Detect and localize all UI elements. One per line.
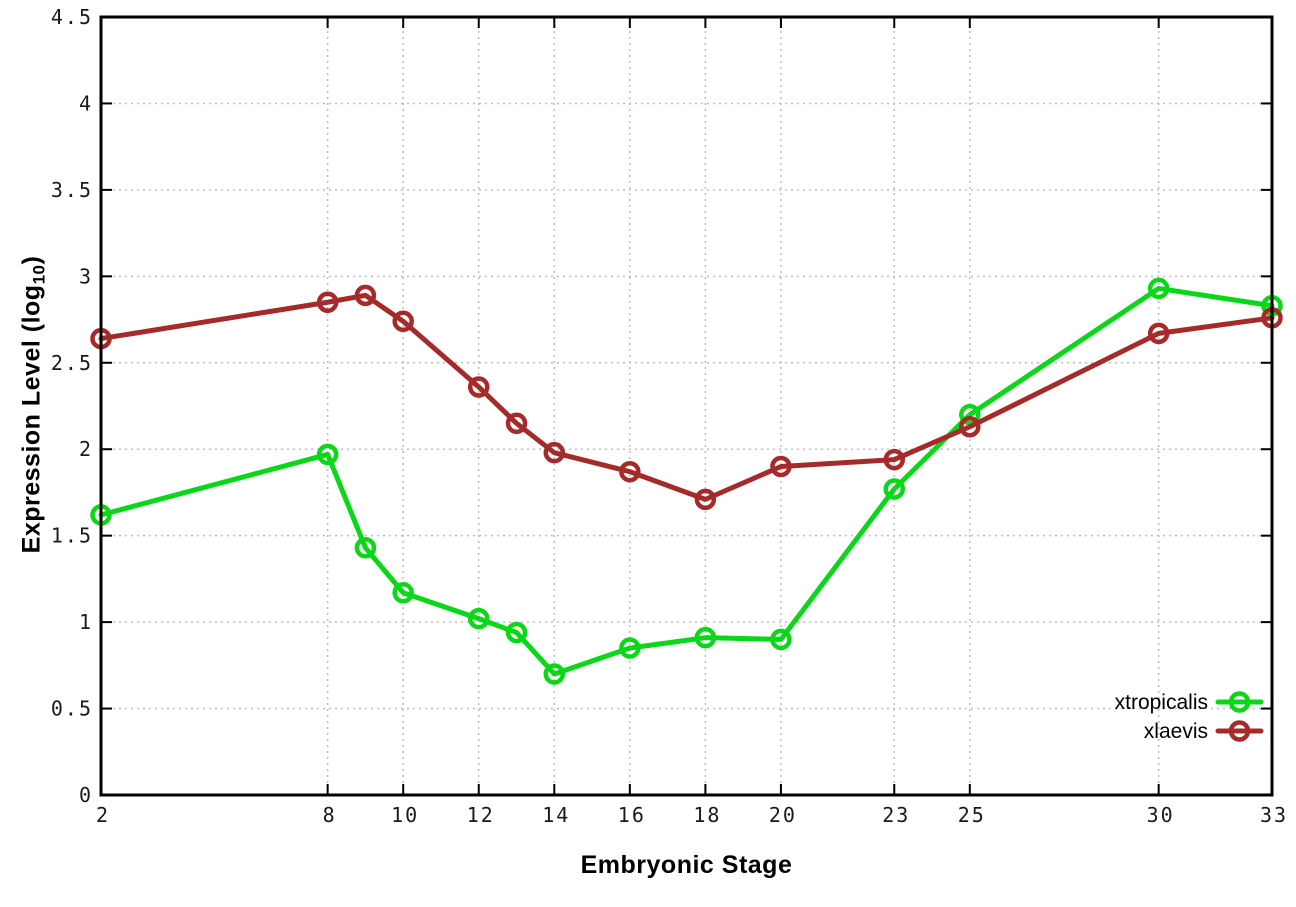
y-tick-label: 0	[79, 783, 93, 807]
series-xlaevis-marker	[694, 488, 717, 511]
series-xtropicalis-marker	[959, 403, 981, 426]
series-xlaevis-marker	[505, 412, 528, 435]
x-tick-labels: 2 8 10 12 14 16 18 20 23 25 30 33	[96, 803, 1288, 827]
y-tick-label: 2	[79, 437, 93, 461]
axis-ticks	[100, 16, 1273, 796]
legend-sample-marker	[1228, 720, 1251, 742]
series-xlaevis-marker	[354, 284, 377, 307]
y-tick-labels: 0 0.5 1 1.5 2 2.5 3 3.5 4 4.5	[51, 5, 93, 807]
border-box	[99, 15, 1274, 797]
x-tick-label: 10	[391, 803, 419, 827]
x-tick-label: 8	[323, 803, 337, 827]
series-xlaevis-marker	[959, 415, 981, 438]
series-xtropicalis-marker	[770, 628, 792, 651]
x-axis-title: Embryonic Stage	[580, 851, 793, 879]
legend-item-xlaevis: xlaevis	[1144, 720, 1264, 743]
x-tick-label: 2	[96, 803, 110, 827]
y-axis-title-main: Expression Level (log	[17, 284, 46, 554]
series-xtropicalis-marker	[694, 626, 717, 649]
x-tick-label: 33	[1260, 803, 1288, 827]
series-xlaevis-marker	[883, 448, 906, 471]
series-xlaevis-marker	[619, 460, 641, 483]
y-axis-title-close: )	[17, 255, 46, 265]
y-tick-label: 3.5	[51, 178, 93, 202]
series-xtropicalis-marker	[392, 581, 414, 604]
series-xlaevis	[90, 284, 1283, 511]
series-xtropicalis-marker	[316, 443, 339, 466]
y-tick-label: 1	[79, 610, 93, 634]
series-xtropicalis-marker	[883, 478, 906, 500]
x-tick-label: 25	[958, 803, 986, 827]
y-tick-label: 4.5	[51, 5, 93, 29]
series-xlaevis-marker	[392, 310, 414, 333]
y-tick-label: 0.5	[51, 697, 93, 721]
series-xlaevis-marker	[543, 441, 566, 464]
series-xlaevis-marker	[467, 376, 490, 398]
series-xtropicalis-marker	[619, 637, 641, 659]
x-tick-label: 23	[882, 803, 910, 827]
series-xtropicalis-marker	[543, 663, 566, 685]
series-xtropicalis-marker	[505, 621, 528, 644]
legend: xtropicalis xlaevis	[1115, 691, 1264, 743]
gridlines	[101, 17, 1272, 795]
y-tick-label: 3	[79, 264, 93, 288]
x-tick-label: 16	[618, 803, 646, 827]
series-xtropicalis-marker	[467, 607, 490, 630]
series-xtropicalis-line	[98, 285, 1275, 677]
series-xtropicalis-marker	[354, 537, 377, 559]
series-xlaevis-marker	[1147, 322, 1170, 345]
x-tick-label: 20	[769, 803, 797, 827]
y-tick-label: 4	[79, 91, 93, 115]
plot-border	[99, 15, 1274, 797]
y-axis-title-subscript: 10	[29, 264, 49, 285]
series-xlaevis-marker	[316, 291, 339, 314]
legend-sample-marker	[1228, 691, 1251, 713]
x-tick-label: 12	[467, 803, 495, 827]
y-axis-title: Expression Level (log10)	[17, 195, 49, 615]
y-tick-label: 1.5	[51, 524, 93, 548]
x-tick-label: 18	[693, 803, 721, 827]
series-xlaevis-marker	[770, 455, 792, 478]
legend-label: xtropicalis	[1115, 691, 1208, 714]
legend-item-xtropicalis: xtropicalis	[1115, 691, 1264, 714]
x-tick-label: 14	[542, 803, 570, 827]
series-xtropicalis-marker	[1147, 277, 1170, 300]
y-tick-label: 2.5	[51, 351, 93, 375]
x-tick-label: 30	[1147, 803, 1175, 827]
legend-label: xlaevis	[1144, 720, 1208, 743]
